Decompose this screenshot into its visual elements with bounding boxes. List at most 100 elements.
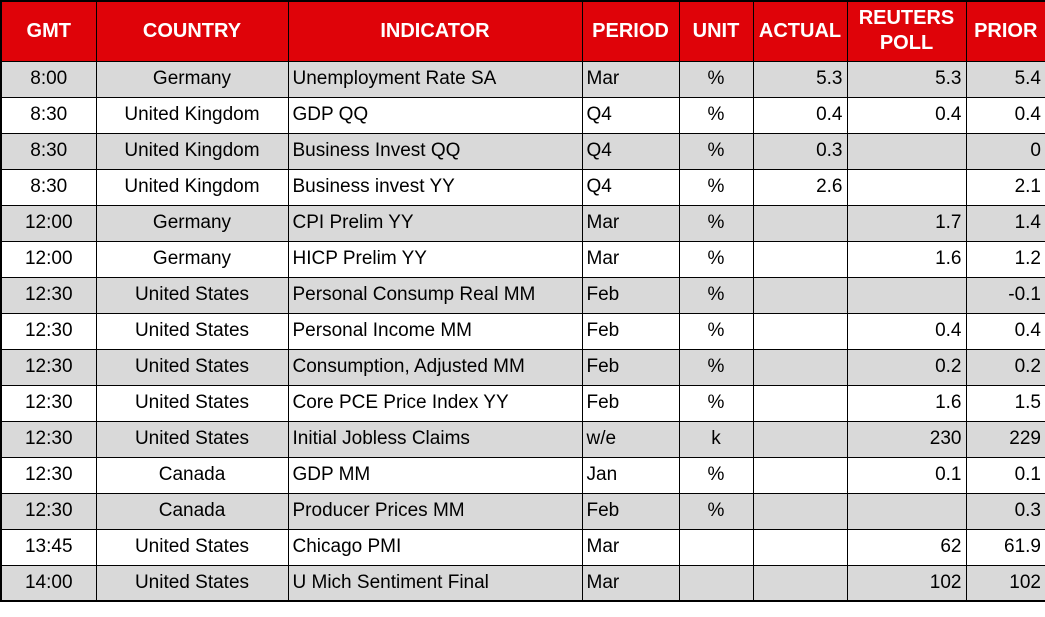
cell-unit: % <box>678 132 754 170</box>
cell-gmt: 12:30 <box>0 384 97 422</box>
table-row: 8:30 United Kingdom Business Invest QQ Q… <box>0 132 1045 170</box>
header-gmt: GMT <box>0 0 97 62</box>
cell-indicator: Personal Consump Real MM <box>287 276 583 314</box>
cell-indicator: Business Invest QQ <box>287 132 583 170</box>
cell-gmt: 14:00 <box>0 564 97 602</box>
cell-reuters-poll: 0.4 <box>846 312 967 350</box>
cell-country: Canada <box>95 492 289 530</box>
cell-prior: 0.2 <box>965 348 1045 386</box>
cell-country: Germany <box>95 60 289 98</box>
cell-period: Mar <box>581 564 680 602</box>
cell-prior: 1.2 <box>965 240 1045 278</box>
cell-country: United States <box>95 384 289 422</box>
table-body: 8:00 Germany Unemployment Rate SA Mar % … <box>0 60 1045 602</box>
cell-actual <box>752 528 848 566</box>
cell-gmt: 12:30 <box>0 492 97 530</box>
cell-country: United States <box>95 564 289 602</box>
cell-prior: 1.5 <box>965 384 1045 422</box>
cell-gmt: 8:30 <box>0 168 97 206</box>
cell-prior: 0.4 <box>965 96 1045 134</box>
cell-prior: -0.1 <box>965 276 1045 314</box>
cell-period: Feb <box>581 312 680 350</box>
table-row: 12:30 Canada Producer Prices MM Feb % 0.… <box>0 492 1045 530</box>
cell-period: Feb <box>581 492 680 530</box>
cell-gmt: 13:45 <box>0 528 97 566</box>
table-row: 14:00 United States U Mich Sentiment Fin… <box>0 564 1045 602</box>
table-row: 12:30 United States Consumption, Adjuste… <box>0 348 1045 386</box>
cell-unit <box>678 528 754 566</box>
header-prior: PRIOR <box>965 0 1045 62</box>
cell-unit: % <box>678 204 754 242</box>
cell-period: Feb <box>581 276 680 314</box>
table-row: 13:45 United States Chicago PMI Mar 62 6… <box>0 528 1045 566</box>
cell-indicator: GDP MM <box>287 456 583 494</box>
header-country: COUNTRY <box>95 0 289 62</box>
cell-actual <box>752 240 848 278</box>
cell-unit: % <box>678 492 754 530</box>
cell-actual: 0.4 <box>752 96 848 134</box>
cell-country: United States <box>95 348 289 386</box>
cell-reuters-poll: 1.6 <box>846 240 967 278</box>
cell-country: Germany <box>95 240 289 278</box>
cell-reuters-poll <box>846 132 967 170</box>
table-row: 12:30 United States Personal Income MM F… <box>0 312 1045 350</box>
cell-reuters-poll: 0.2 <box>846 348 967 386</box>
cell-actual <box>752 276 848 314</box>
table-row: 12:30 United States Core PCE Price Index… <box>0 384 1045 422</box>
cell-actual <box>752 564 848 602</box>
cell-prior: 5.4 <box>965 60 1045 98</box>
cell-unit: % <box>678 168 754 206</box>
cell-period: Mar <box>581 528 680 566</box>
cell-prior: 0.4 <box>965 312 1045 350</box>
cell-actual: 5.3 <box>752 60 848 98</box>
cell-gmt: 8:30 <box>0 96 97 134</box>
cell-indicator: GDP QQ <box>287 96 583 134</box>
cell-indicator: Business invest YY <box>287 168 583 206</box>
cell-country: United Kingdom <box>95 132 289 170</box>
cell-actual <box>752 492 848 530</box>
cell-reuters-poll: 0.4 <box>846 96 967 134</box>
header-unit: UNIT <box>678 0 754 62</box>
cell-actual <box>752 420 848 458</box>
cell-country: United States <box>95 276 289 314</box>
cell-indicator: Initial Jobless Claims <box>287 420 583 458</box>
cell-actual: 2.6 <box>752 168 848 206</box>
cell-period: Mar <box>581 240 680 278</box>
cell-indicator: CPI Prelim YY <box>287 204 583 242</box>
cell-actual <box>752 384 848 422</box>
header-period: PERIOD <box>581 0 680 62</box>
cell-indicator: Consumption, Adjusted MM <box>287 348 583 386</box>
cell-prior: 0 <box>965 132 1045 170</box>
cell-prior: 102 <box>965 564 1045 602</box>
cell-indicator: Unemployment Rate SA <box>287 60 583 98</box>
table-header: GMT COUNTRY INDICATOR PERIOD UNIT ACTUAL… <box>0 0 1045 62</box>
cell-unit: % <box>678 276 754 314</box>
cell-unit: k <box>678 420 754 458</box>
cell-prior: 1.4 <box>965 204 1045 242</box>
table-row: 8:30 United Kingdom Business invest YY Q… <box>0 168 1045 206</box>
cell-reuters-poll: 0.1 <box>846 456 967 494</box>
cell-period: Feb <box>581 348 680 386</box>
cell-reuters-poll: 1.7 <box>846 204 967 242</box>
cell-period: Mar <box>581 60 680 98</box>
cell-period: Q4 <box>581 96 680 134</box>
cell-gmt: 12:30 <box>0 312 97 350</box>
cell-period: Mar <box>581 204 680 242</box>
cell-unit: % <box>678 348 754 386</box>
cell-unit: % <box>678 60 754 98</box>
header-actual: ACTUAL <box>752 0 848 62</box>
table-row: 8:00 Germany Unemployment Rate SA Mar % … <box>0 60 1045 98</box>
cell-indicator: Producer Prices MM <box>287 492 583 530</box>
cell-gmt: 12:00 <box>0 204 97 242</box>
cell-indicator: HICP Prelim YY <box>287 240 583 278</box>
cell-reuters-poll: 102 <box>846 564 967 602</box>
table-row: 8:30 United Kingdom GDP QQ Q4 % 0.4 0.4 … <box>0 96 1045 134</box>
header-row: GMT COUNTRY INDICATOR PERIOD UNIT ACTUAL… <box>0 0 1045 62</box>
table-row: 12:30 United States Personal Consump Rea… <box>0 276 1045 314</box>
cell-unit: % <box>678 240 754 278</box>
cell-country: United States <box>95 528 289 566</box>
cell-reuters-poll: 62 <box>846 528 967 566</box>
cell-reuters-poll <box>846 492 967 530</box>
cell-indicator: Core PCE Price Index YY <box>287 384 583 422</box>
cell-actual <box>752 348 848 386</box>
